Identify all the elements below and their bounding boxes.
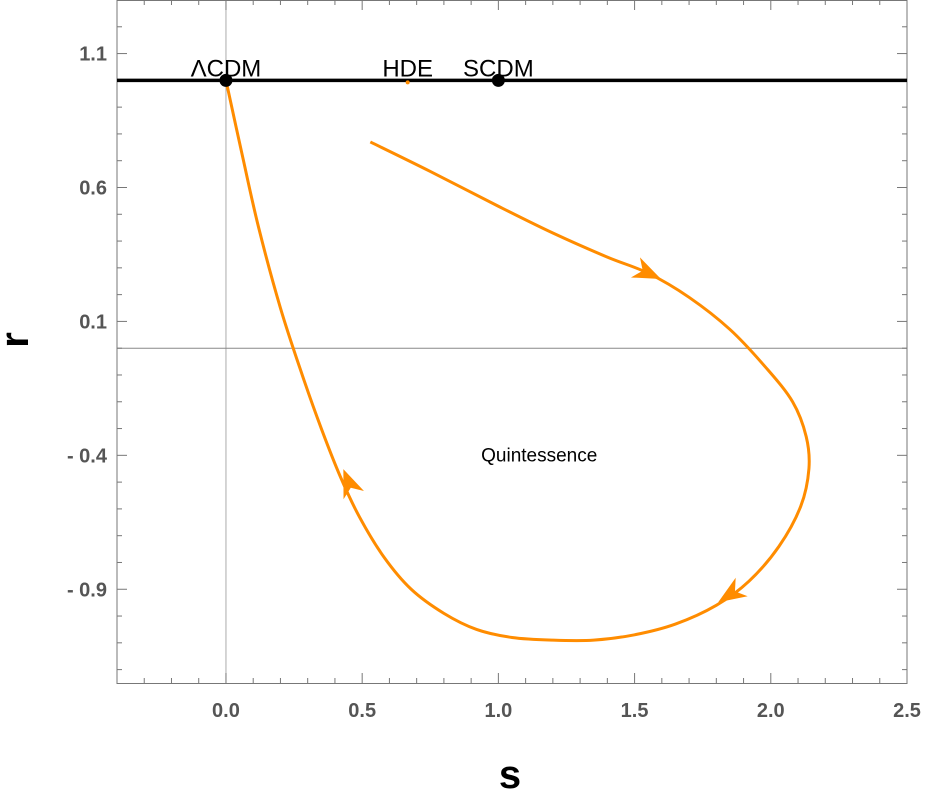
points-layer [219, 73, 505, 87]
y-tick-label: - 0.4 [67, 445, 108, 467]
y-tick-label: 0.6 [79, 177, 107, 199]
fixed-point-label: ΛCDM [191, 55, 262, 82]
x-tick-label: 2.5 [893, 700, 921, 722]
fixed-point-label: SCDM [463, 55, 534, 82]
plot-frame [116, 0, 908, 684]
axes-layer [116, 0, 908, 684]
x-tick-label: 0.0 [212, 700, 240, 722]
trajectory-arrow [343, 469, 364, 500]
fixed-point-scdm [491, 73, 505, 87]
region-annotation: Quintessence [481, 445, 597, 466]
x-axis-title: s [499, 753, 521, 790]
x-tick-label: 2.0 [757, 700, 785, 722]
x-tick-label: 1.0 [484, 700, 512, 722]
fixed-point-label: HDE [382, 55, 433, 82]
y-tick-label: - 0.9 [67, 579, 107, 601]
labels-layer: s r Quintessence 0.0 0.5 1.0 1.5 2.0 2.5 1.1 0.… [0, 44, 921, 790]
series-layer [224, 80, 811, 643]
fixed-point-hde [405, 80, 410, 85]
trajectory-line [224, 80, 811, 643]
x-tick-label: 1.5 [621, 700, 649, 722]
x-tick-label: 0.5 [348, 700, 376, 722]
fixed-point-cdm [219, 73, 233, 87]
y-tick-label: 0.1 [79, 311, 107, 333]
y-tick-label: 1.1 [79, 44, 107, 66]
y-axis-title: r [0, 332, 37, 348]
trajectory-arrow [718, 577, 748, 603]
trajectory-arrow [630, 257, 661, 279]
